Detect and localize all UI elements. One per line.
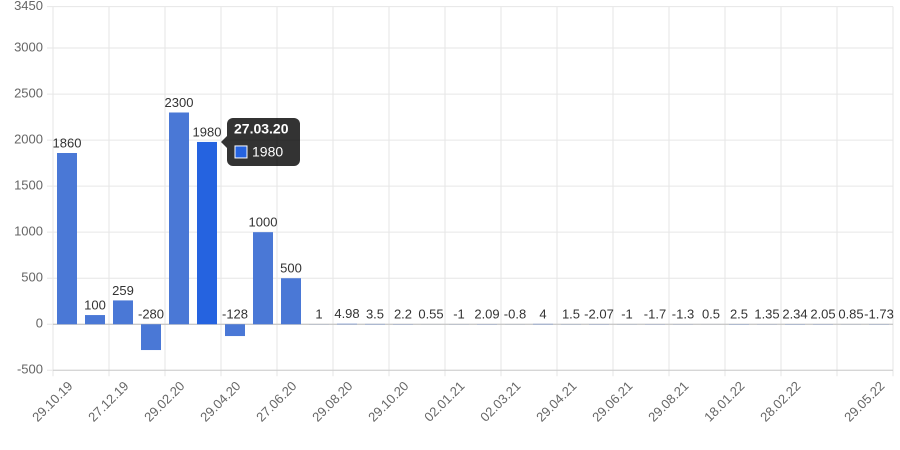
data-label: 2.09: [474, 307, 499, 322]
data-label: -128: [222, 307, 248, 322]
data-label: 1.5: [562, 307, 580, 322]
x-tick-label: 29.08.21: [645, 378, 691, 424]
bar: [225, 324, 245, 337]
x-tick-label: 29.08.20: [309, 378, 355, 424]
data-label: -1: [453, 307, 465, 322]
data-label: 2.05: [810, 307, 835, 322]
data-label: 2.2: [394, 306, 412, 321]
data-label: -1.3: [672, 307, 694, 322]
data-label: 0.5: [702, 307, 720, 322]
y-tick-label: 0: [36, 316, 43, 331]
bar: [169, 112, 189, 325]
data-label: 2300: [165, 95, 194, 110]
tooltip: 27.03.20 1980: [221, 117, 300, 166]
y-tick-label: 500: [21, 270, 43, 285]
data-label: 0.85: [838, 307, 863, 322]
x-tick-label: 29.04.21: [533, 378, 579, 424]
bar: [281, 278, 301, 325]
y-tick-label: -500: [17, 362, 43, 377]
x-tick-label: 27.06.20: [253, 378, 299, 424]
x-tick-label: 29.10.20: [365, 378, 411, 424]
bar: [85, 315, 105, 325]
data-label: 1000: [249, 215, 278, 230]
data-label: -1: [621, 307, 633, 322]
y-tick-label: 3450: [14, 0, 43, 13]
data-label: 2.5: [730, 306, 748, 321]
x-tick-label: 02.01.21: [421, 378, 467, 424]
data-label: 4: [539, 306, 546, 321]
data-label: 3.5: [366, 306, 384, 321]
y-tick-label: 1500: [14, 178, 43, 193]
tooltip-swatch: [234, 145, 248, 159]
x-tick-label: 29.04.20: [197, 378, 243, 424]
bar: [57, 153, 77, 325]
x-tick-label: 28.02.22: [757, 378, 803, 424]
data-label: 100: [84, 297, 106, 312]
data-label: 1980: [193, 124, 222, 139]
data-label: 1: [315, 307, 322, 322]
data-label: 1.35: [754, 307, 779, 322]
y-tick-label: 3000: [14, 39, 43, 54]
tooltip-arrow: [221, 135, 227, 148]
data-label: 2.34: [782, 306, 807, 321]
x-tick-label: 29.02.20: [141, 378, 187, 424]
x-tick-label: 02.03.21: [477, 378, 523, 424]
data-label: -2.07: [584, 307, 614, 322]
bar: [113, 300, 133, 325]
bar: [141, 324, 161, 351]
x-tick-label: 29.06.21: [589, 378, 635, 424]
x-tick-label: 27.12.19: [85, 378, 131, 424]
x-tick-label: 29.05.22: [841, 378, 887, 424]
y-tick-label: 1000: [14, 224, 43, 239]
bar: [253, 232, 273, 325]
x-tick-label: 18.01.22: [701, 378, 747, 424]
tooltip-value: 1980: [252, 144, 283, 160]
data-label: -1.7: [644, 307, 666, 322]
data-label: 1860: [53, 135, 82, 150]
bar: [197, 141, 217, 325]
data-label: -280: [138, 307, 164, 322]
y-tick-label: 2000: [14, 132, 43, 147]
x-tick-label: 29.10.19: [29, 378, 75, 424]
data-label: 500: [280, 261, 302, 276]
y-tick-label: 2500: [14, 86, 43, 101]
data-label: 0.55: [418, 307, 443, 322]
data-label: -0.8: [504, 307, 526, 322]
tooltip-title: 27.03.20: [234, 121, 289, 137]
data-label: 259: [112, 283, 134, 298]
data-label: -1.73: [864, 307, 894, 322]
data-label: 4.98: [334, 306, 359, 321]
